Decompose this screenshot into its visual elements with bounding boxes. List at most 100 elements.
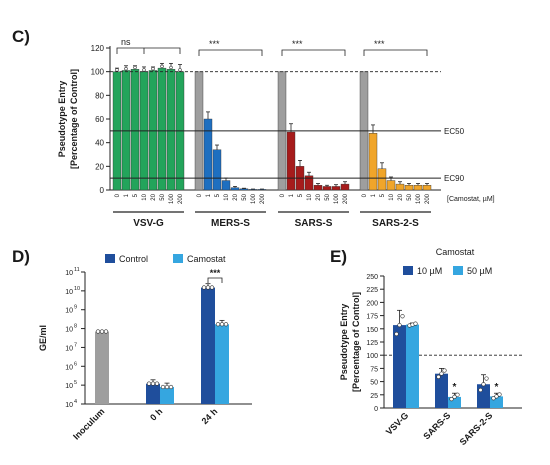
c-x-tick-label: 200 xyxy=(343,193,349,204)
d-data-point xyxy=(150,381,156,386)
e-x-tick-label: SARS-S xyxy=(421,410,452,441)
c-x-tick-label: 50 xyxy=(325,193,331,200)
e-data-point xyxy=(397,323,402,328)
c-data-point xyxy=(169,65,173,70)
d-data-point xyxy=(103,329,109,334)
c-data-point xyxy=(142,68,146,72)
c-data-point xyxy=(133,65,137,70)
c-y-tick-label: 0 xyxy=(100,186,105,195)
c-bar xyxy=(413,185,423,191)
c-x-tick-label: 5 xyxy=(133,193,139,197)
d-x-tick-label: Inoculum xyxy=(71,406,106,441)
d-legend-swatch xyxy=(173,254,183,263)
c-bar xyxy=(130,69,140,191)
d-data-point xyxy=(154,381,160,386)
e-legend-title: Camostat xyxy=(436,247,475,257)
c-x-tick-label: 100 xyxy=(169,193,175,204)
c-bar xyxy=(386,180,396,191)
c-y-tick-label: 120 xyxy=(91,44,105,53)
c-x-tick-label: 1 xyxy=(289,193,295,197)
c-x-tick-label: 20 xyxy=(398,193,404,200)
d-y-axis-label: GE/ml xyxy=(38,325,48,351)
e-data-point xyxy=(478,387,483,393)
e-legend-swatch xyxy=(403,266,413,275)
c-bar xyxy=(257,189,267,191)
d-data-point xyxy=(223,322,229,327)
e-bar xyxy=(490,396,503,408)
e-data-point xyxy=(394,331,399,337)
c-x-unit-label: [Camostat, µM] xyxy=(447,196,495,203)
e-y-tick-label: 225 xyxy=(366,287,378,294)
d-y-tick-exponent: 5 xyxy=(74,380,77,386)
c-bar xyxy=(340,183,350,191)
c-data-point xyxy=(124,67,128,71)
c-x-tick-label: 0 xyxy=(115,193,121,197)
e-data-point xyxy=(452,394,457,400)
d-y-tick-base: 10 xyxy=(65,289,73,296)
d-bar-inoculum xyxy=(95,331,109,404)
d-significance-bracket xyxy=(207,277,223,283)
d-y-tick-base: 10 xyxy=(65,345,73,352)
d-data-point xyxy=(99,329,105,334)
c-group-label: MERS-S xyxy=(211,218,250,229)
c-group-label: VSV-G xyxy=(133,218,164,229)
c-significance-bracket xyxy=(281,49,346,56)
e-y-axis-label-2: [Percentage of Control] xyxy=(351,292,361,392)
c-bar xyxy=(148,70,158,191)
c-y-tick-label: 80 xyxy=(95,91,104,100)
e-data-point xyxy=(455,392,460,397)
c-x-tick-label: 5 xyxy=(380,193,386,197)
c-reference-label: EC50 xyxy=(444,127,465,136)
c-bar xyxy=(368,132,378,191)
d-x-tick-label: 24 h xyxy=(200,406,220,426)
c-bar xyxy=(322,186,332,191)
c-bar xyxy=(212,149,222,191)
d-data-point xyxy=(205,285,211,290)
d-legend-label: Control xyxy=(119,254,148,264)
c-bar xyxy=(248,189,258,191)
e-significance-label: * xyxy=(495,382,499,393)
d-data-point xyxy=(219,322,225,327)
d-y-tick-base: 10 xyxy=(65,327,73,334)
c-bar xyxy=(239,188,249,191)
d-y-tick-exponent: 8 xyxy=(74,324,77,330)
e-bar xyxy=(448,396,461,408)
d-significance-label: *** xyxy=(210,268,221,278)
c-y-tick-label: 100 xyxy=(91,68,105,77)
d-legend-swatch xyxy=(105,254,115,263)
d-x-tick-label: 0 h xyxy=(148,406,164,422)
c-x-tick-label: 100 xyxy=(251,193,257,204)
e-legend-swatch xyxy=(453,266,463,275)
e-bar xyxy=(435,373,448,408)
c-data-point xyxy=(115,68,119,72)
c-x-tick-label: 200 xyxy=(260,193,266,204)
e-y-tick-label: 125 xyxy=(366,340,378,347)
c-significance-label: ns xyxy=(121,37,131,47)
c-significance-label: *** xyxy=(292,39,303,49)
d-y-tick-exponent: 11 xyxy=(74,267,80,273)
c-bar xyxy=(313,185,323,191)
e-y-tick-label: 75 xyxy=(370,366,378,373)
e-x-tick-label: VSV-G xyxy=(384,410,411,437)
c-x-tick-label: 10 xyxy=(389,193,395,200)
e-legend-label: 10 µM xyxy=(417,266,442,276)
d-y-tick-exponent: 4 xyxy=(74,399,77,405)
d-y-tick-exponent: 10 xyxy=(74,286,80,292)
e-legend-label: 50 µM xyxy=(467,266,492,276)
c-y-tick-label: 20 xyxy=(95,162,104,171)
c-data-point xyxy=(178,68,182,72)
c-y-axis-label: Pseudotype Entry xyxy=(57,81,67,158)
c-x-tick-label: 1 xyxy=(124,193,130,197)
c-significance-label: *** xyxy=(374,39,385,49)
c-x-tick-label: 20 xyxy=(233,193,239,200)
e-data-point xyxy=(413,321,418,326)
d-bar xyxy=(215,324,229,404)
c-x-tick-label: 1 xyxy=(371,193,377,197)
e-y-tick-label: 175 xyxy=(366,314,378,321)
panel-d-label: D) xyxy=(12,247,30,266)
d-y-tick-exponent: 7 xyxy=(74,342,77,348)
c-x-tick-label: 5 xyxy=(215,193,221,197)
e-data-point xyxy=(484,376,489,381)
